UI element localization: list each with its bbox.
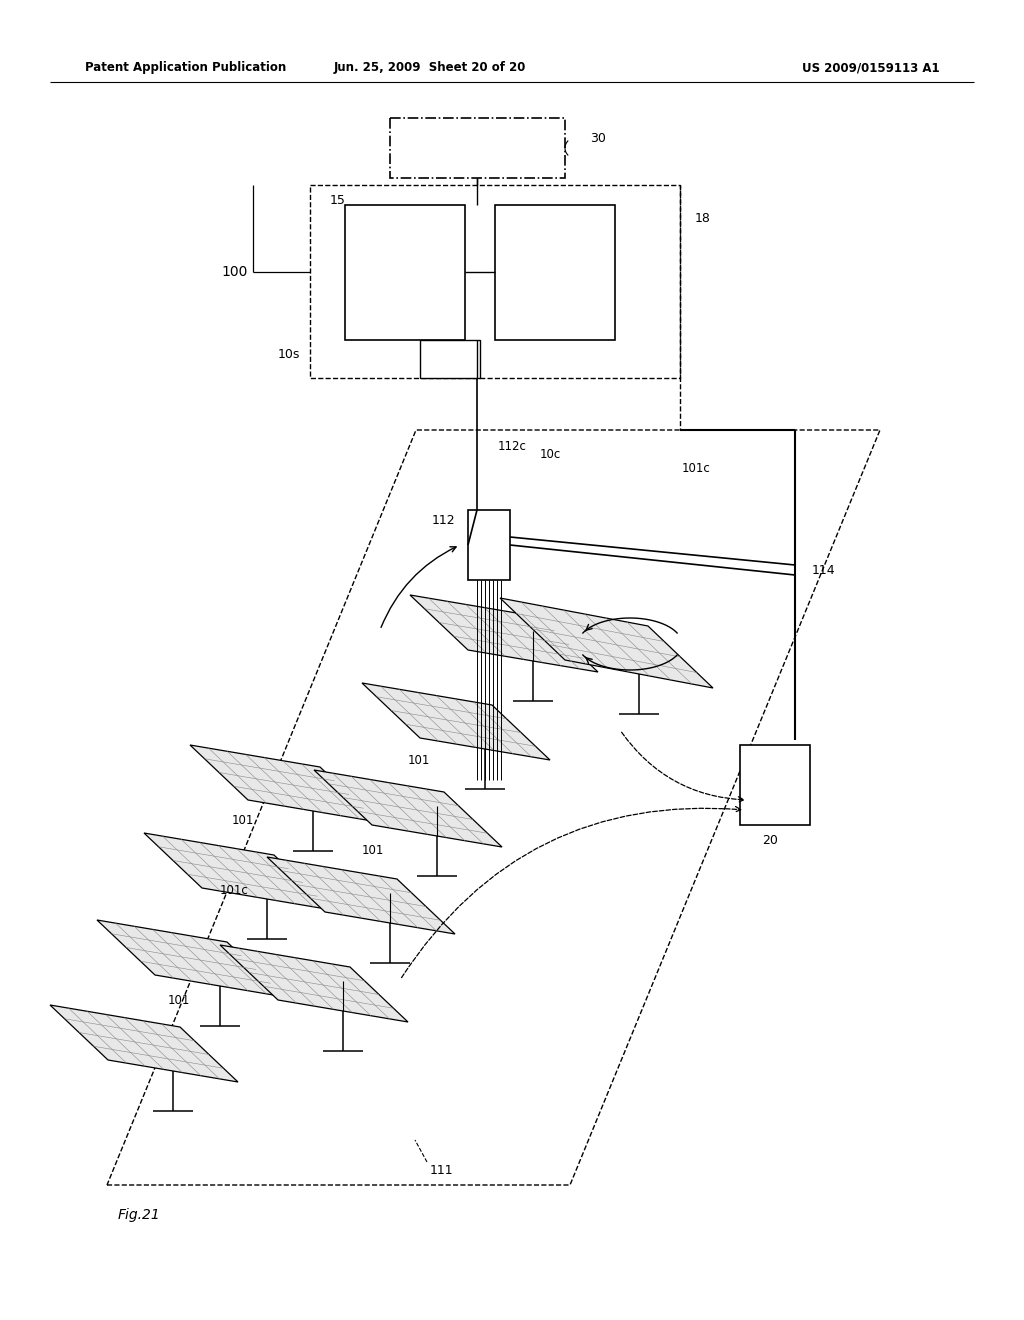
Text: 18: 18 <box>695 211 711 224</box>
Text: Fig.21: Fig.21 <box>118 1208 161 1222</box>
Text: 111: 111 <box>430 1163 454 1176</box>
Text: 101c: 101c <box>220 883 249 896</box>
Bar <box>390 117 565 178</box>
Text: 101: 101 <box>362 843 384 857</box>
Text: 101: 101 <box>168 994 190 1006</box>
Text: 15: 15 <box>330 194 346 206</box>
Polygon shape <box>410 595 598 672</box>
Text: 100: 100 <box>221 265 248 279</box>
Text: 112: 112 <box>431 513 455 527</box>
Bar <box>495 205 615 341</box>
Text: 101c: 101c <box>682 462 711 474</box>
Polygon shape <box>267 857 455 935</box>
Bar <box>468 510 510 579</box>
Text: 101: 101 <box>232 813 254 826</box>
Text: Patent Application Publication: Patent Application Publication <box>85 62 287 74</box>
Polygon shape <box>144 833 332 909</box>
Bar <box>345 205 465 341</box>
Text: 112c: 112c <box>498 440 527 453</box>
Text: 30: 30 <box>590 132 606 144</box>
Bar <box>310 185 680 378</box>
Polygon shape <box>500 598 713 688</box>
Polygon shape <box>362 682 550 760</box>
Polygon shape <box>50 1005 238 1082</box>
Bar <box>420 341 480 378</box>
Polygon shape <box>314 770 502 847</box>
Bar <box>740 744 810 825</box>
Text: 10s: 10s <box>278 348 300 362</box>
Text: 114: 114 <box>812 564 836 577</box>
Polygon shape <box>190 744 378 822</box>
Text: US 2009/0159113 A1: US 2009/0159113 A1 <box>803 62 940 74</box>
Text: Jun. 25, 2009  Sheet 20 of 20: Jun. 25, 2009 Sheet 20 of 20 <box>334 62 526 74</box>
Polygon shape <box>220 945 408 1022</box>
Text: 10c: 10c <box>540 449 561 462</box>
Polygon shape <box>97 920 285 997</box>
Text: 20: 20 <box>762 833 778 846</box>
Text: 101: 101 <box>408 754 430 767</box>
